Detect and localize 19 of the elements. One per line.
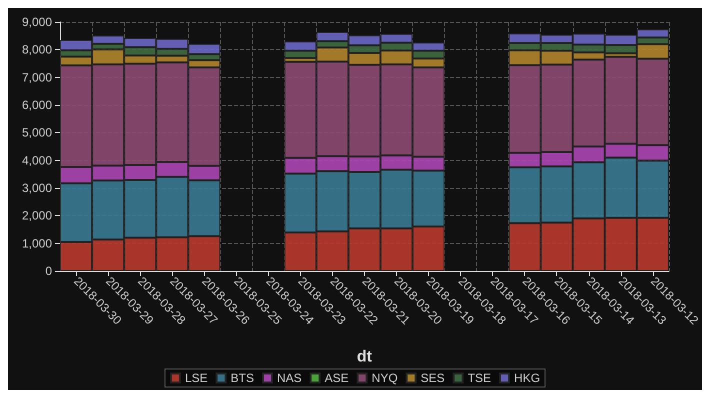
legend-label: NYQ bbox=[372, 371, 398, 385]
y-tick-label: 7,000 bbox=[22, 70, 52, 84]
legend-label: NAS bbox=[276, 371, 302, 385]
y-tick-label: 4,000 bbox=[22, 153, 52, 168]
legend-label: SES bbox=[420, 371, 445, 385]
y-tick-label: 5,000 bbox=[22, 126, 52, 140]
y-tick-label: 0 bbox=[45, 264, 52, 278]
y-tick-label: 6,000 bbox=[22, 98, 52, 112]
y-tick-label: 8,000 bbox=[22, 42, 52, 57]
y-tick-label: 3,000 bbox=[22, 181, 52, 195]
legend-label: BTS bbox=[230, 371, 254, 385]
y-tick-label: 1,000 bbox=[22, 236, 52, 250]
legend-label: ASE bbox=[324, 371, 349, 385]
y-tick-label: 2,000 bbox=[22, 208, 52, 223]
legend-label: TSE bbox=[468, 371, 492, 385]
legend-label: LSE bbox=[184, 371, 208, 385]
y-tick-label: 9,000 bbox=[22, 15, 52, 29]
x-axis-title: dt bbox=[356, 348, 373, 366]
legend-label: HKG bbox=[514, 371, 540, 385]
